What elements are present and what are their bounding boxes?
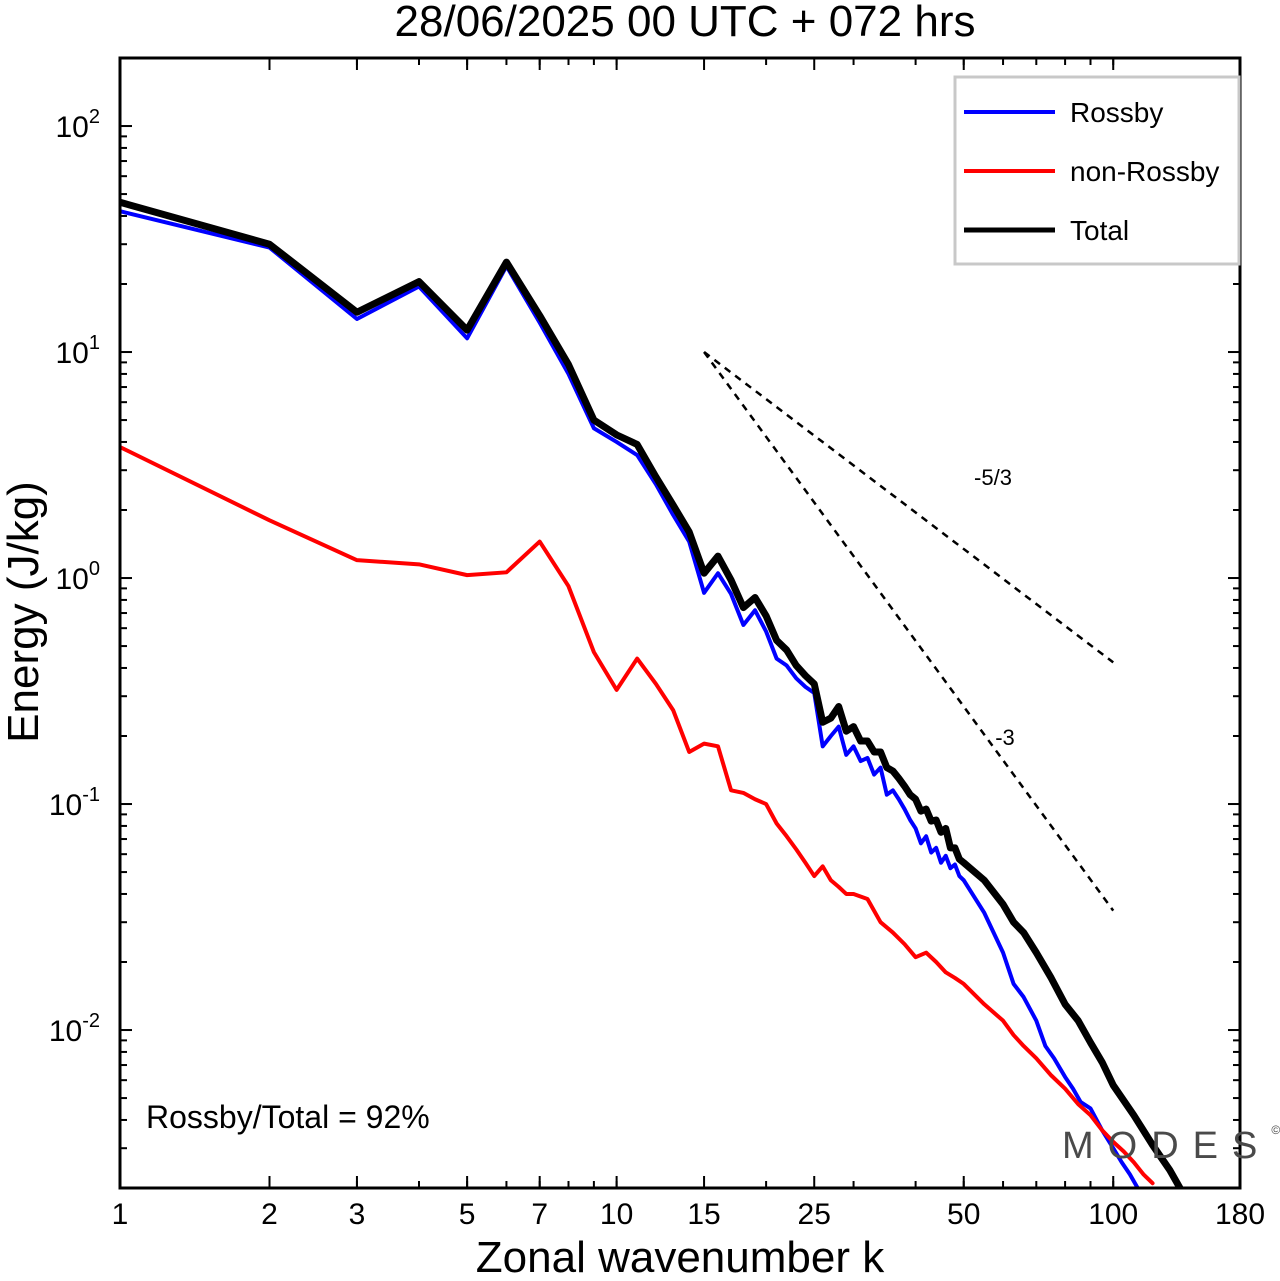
y-tick-label: 100 — [56, 558, 101, 596]
series-line-rossby — [120, 209, 1140, 1188]
chart-title: 28/06/2025 00 UTC + 072 hrs — [395, 0, 976, 46]
series-line-non-rossby — [120, 445, 1155, 1186]
x-tick-label: 7 — [531, 1198, 548, 1231]
x-tick-label: 50 — [947, 1198, 980, 1231]
x-tick-label: 3 — [349, 1198, 366, 1231]
series-lines — [120, 198, 1184, 1188]
y-tick-label: 10-2 — [49, 1010, 100, 1048]
watermark-text: MODES — [1062, 1125, 1271, 1167]
y-axis-label: Energy (J/kg) — [0, 481, 48, 743]
legend-label: Total — [1070, 215, 1129, 246]
x-tick-label: 100 — [1088, 1198, 1138, 1231]
y-tick-exponent: -1 — [82, 784, 100, 806]
reference-slopes: -5/3 -3 — [703, 351, 1115, 912]
x-axis-ticks: 1 2 3 5 7 10 15 25 50 100 180 — [112, 58, 1265, 1231]
x-tick-label: 25 — [798, 1198, 831, 1231]
y-tick-label: 10-1 — [49, 784, 100, 822]
watermark-copyright-mark: © — [1271, 1123, 1280, 1137]
modes-watermark: MODES© — [1062, 1123, 1280, 1167]
y-tick-exponent: 0 — [89, 558, 100, 580]
reference-line — [703, 351, 1115, 912]
x-tick-label: 2 — [261, 1198, 278, 1231]
x-tick-label: 1 — [112, 1198, 129, 1231]
y-tick-base: 10 — [56, 111, 89, 144]
y-tick-base: 10 — [56, 563, 89, 596]
y-tick-base: 10 — [56, 337, 89, 370]
x-axis-label: Zonal wavenumber k — [476, 1233, 885, 1281]
x-tick-label: 180 — [1215, 1198, 1265, 1231]
y-tick-label: 101 — [56, 332, 101, 370]
y-tick-exponent: 1 — [89, 332, 100, 354]
legend: Rossby non-Rossby Total — [953, 75, 1241, 266]
y-tick-exponent: 2 — [89, 106, 100, 128]
x-tick-label: 10 — [600, 1198, 633, 1231]
rossby-total-ratio: Rossby/Total = 92% — [146, 1099, 430, 1135]
reference-line-label: -3 — [995, 725, 1015, 750]
y-tick-base: 10 — [49, 789, 82, 822]
x-tick-label: 15 — [687, 1198, 720, 1231]
y-tick-base: 10 — [49, 1015, 82, 1048]
legend-label: non-Rossby — [1070, 156, 1219, 187]
series-line-total — [120, 198, 1184, 1188]
reference-line-label: -5/3 — [974, 465, 1012, 490]
x-tick-label: 5 — [459, 1198, 476, 1231]
y-tick-exponent: -2 — [82, 1010, 100, 1032]
y-tick-label: 102 — [56, 106, 101, 144]
plot-frame — [118, 56, 1242, 1190]
legend-label: Rossby — [1070, 97, 1163, 128]
